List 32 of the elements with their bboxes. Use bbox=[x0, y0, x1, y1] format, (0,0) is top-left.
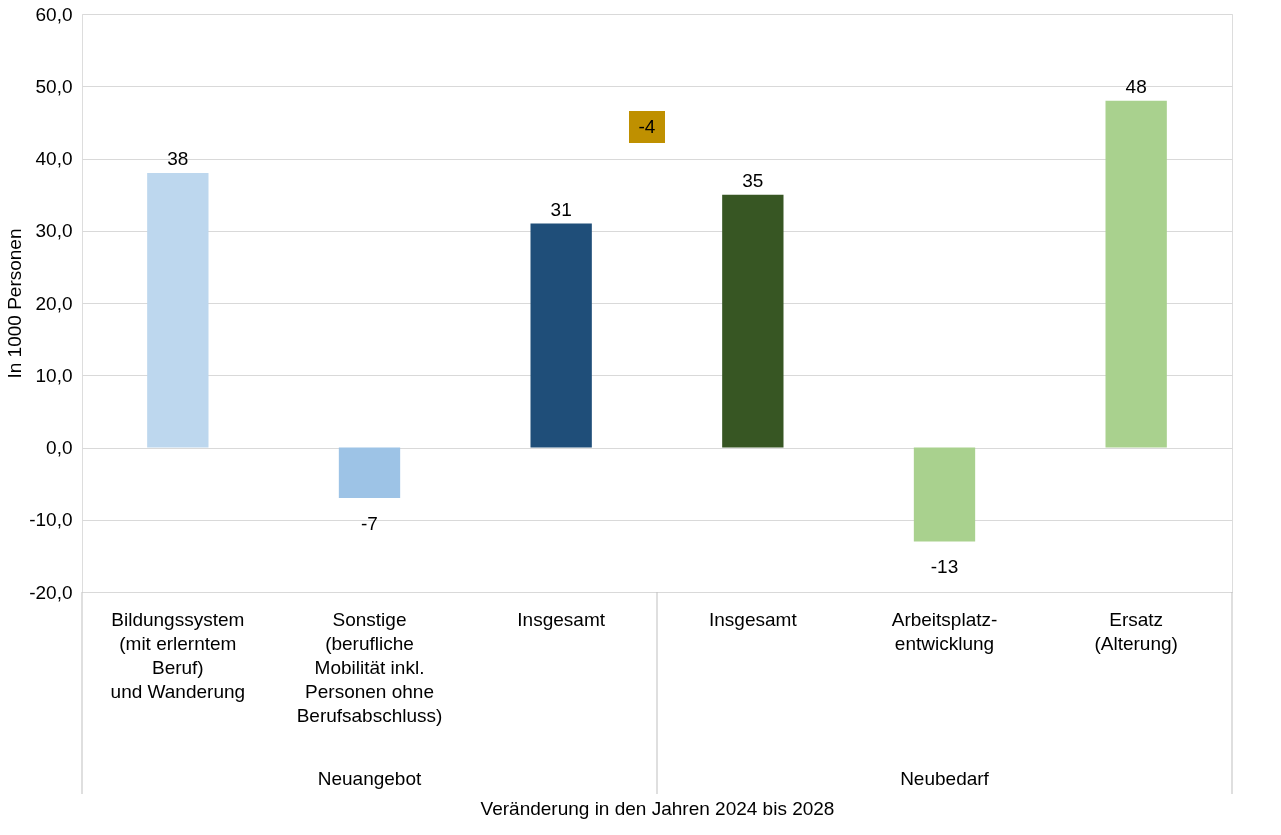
data-label: 35 bbox=[742, 169, 764, 191]
text: Neuangebot bbox=[317, 768, 422, 789]
annotation: -4 bbox=[638, 116, 656, 137]
x-tick-label: Insgesamt bbox=[517, 608, 606, 630]
x-tick-label: Bildungssystem (mit erlerntem Beruf) und Wanderung bbox=[110, 608, 246, 702]
y-axis-title: In 1000 Personen bbox=[4, 228, 26, 379]
y-tick-label: 30,0 bbox=[35, 220, 73, 242]
y-tick-label: 40,0 bbox=[35, 148, 73, 169]
bar bbox=[1105, 100, 1167, 448]
x-tick-label: Arbeitsplatz- entwicklung bbox=[891, 608, 998, 654]
bar bbox=[338, 447, 401, 499]
y-tick-label: 20,0 bbox=[35, 292, 73, 314]
data-label: -13 bbox=[930, 556, 959, 578]
x-tick-label: Sonstige (berufliche Mobilität inkl. Personen ohne Berufsabschluss) bbox=[296, 608, 443, 726]
x-axis-title: Veränderung in den Jahren 2024 bis 2028 bbox=[480, 797, 835, 819]
y-tick-label: -10,0 bbox=[29, 509, 73, 531]
y-tick-label: 50,0 bbox=[35, 75, 73, 97]
data-label: 38 bbox=[167, 147, 189, 169]
bar bbox=[722, 194, 784, 448]
data-label: -7 bbox=[361, 513, 378, 535]
x-tick-label: Insgesamt bbox=[709, 608, 798, 630]
y-tick-label: -20,0 bbox=[29, 581, 73, 603]
data-label: 31 bbox=[550, 198, 572, 220]
bar bbox=[913, 447, 976, 542]
bar bbox=[147, 172, 209, 448]
x-tick-label: Ersatz (Alterung) bbox=[1094, 608, 1178, 654]
y-tick-label: 60,0 bbox=[35, 3, 73, 25]
bar bbox=[530, 223, 592, 448]
text: Neubedarf bbox=[900, 768, 990, 789]
y-tick-label: 10,0 bbox=[35, 364, 73, 386]
y-tick-label: 0,0 bbox=[46, 437, 73, 458]
data-label: 48 bbox=[1125, 75, 1147, 97]
